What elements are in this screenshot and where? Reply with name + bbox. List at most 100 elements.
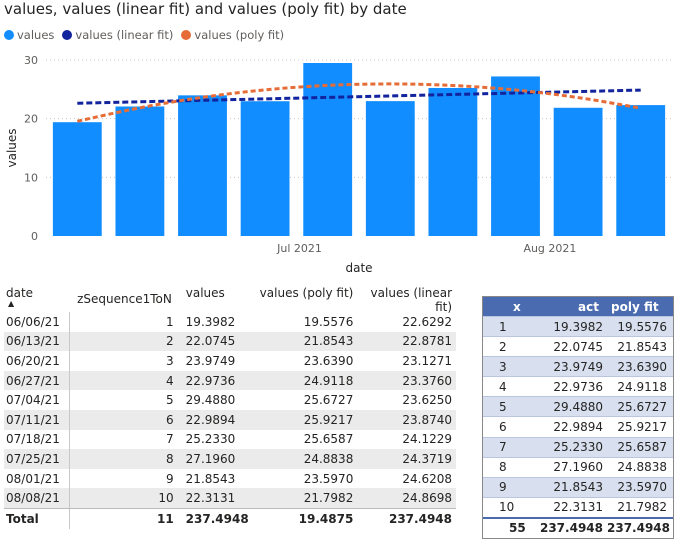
legend-item-linear-fit[interactable]: values (linear fit) bbox=[62, 28, 173, 42]
side-cell-act: 22.3131 bbox=[553, 500, 603, 515]
side-cell-x: 9 bbox=[499, 480, 507, 495]
table-row[interactable]: 06/06/21 1 19.3982 19.5576 22.6292 bbox=[4, 312, 456, 332]
side-table-row[interactable]: 8 27.1960 24.8838 bbox=[483, 456, 673, 477]
table-body: 06/06/21 1 19.3982 19.5576 22.6292 06/13/21 2 2… bbox=[4, 312, 456, 508]
table-row[interactable]: 06/13/21 2 22.0745 21.8543 22.8781 bbox=[4, 331, 456, 352]
total-sequence: 11 bbox=[69, 508, 178, 529]
side-table-row[interactable]: 7 25.2330 25.6587 bbox=[483, 436, 673, 457]
y-tick-label: 0 bbox=[31, 230, 38, 243]
legend-marker-linear-fit bbox=[62, 30, 73, 40]
cell-sequence: 10 bbox=[69, 488, 178, 508]
header-date-label: date bbox=[6, 286, 34, 300]
sort-ascending-icon[interactable]: ▲ bbox=[8, 299, 15, 308]
table-row[interactable]: 08/08/21 10 22.3131 21.7982 24.8698 bbox=[4, 488, 456, 508]
side-cell-x: 8 bbox=[499, 460, 507, 475]
side-total-poly-fit: 237.4948 bbox=[607, 521, 671, 536]
table-row[interactable]: 07/25/21 8 27.1960 24.8838 24.3719 bbox=[4, 449, 456, 469]
table-row[interactable]: 08/01/21 9 21.8543 23.5970 24.6208 bbox=[4, 468, 456, 489]
side-cell-poly-fit: 24.9118 bbox=[617, 379, 667, 394]
header-sequence[interactable]: zSequence1ToN bbox=[77, 292, 172, 306]
chart-title: values, values (linear fit) and values (… bbox=[4, 0, 407, 18]
cell-poly-fit: 25.6587 bbox=[303, 432, 354, 447]
cell-date: 08/08/21 bbox=[6, 491, 60, 506]
cell-values: 22.9736 bbox=[185, 373, 236, 388]
cell-date: 06/27/21 bbox=[6, 373, 60, 388]
cell-sequence: 3 bbox=[69, 351, 178, 371]
cell-date: 07/11/21 bbox=[6, 412, 60, 427]
side-cell-poly-fit: 19.5576 bbox=[617, 319, 667, 334]
y-tick-label: 20 bbox=[24, 113, 38, 126]
cell-linear-fit: 22.6292 bbox=[402, 314, 452, 329]
side-header-act[interactable]: act bbox=[578, 299, 599, 314]
cell-poly-fit: 24.8838 bbox=[303, 451, 354, 466]
side-total-act: 237.4948 bbox=[539, 521, 603, 536]
side-cell-poly-fit: 21.7982 bbox=[617, 500, 667, 515]
table-row[interactable]: 06/27/21 4 22.9736 24.9118 23.3760 bbox=[4, 370, 456, 391]
header-date[interactable]: date ▲ bbox=[4, 286, 69, 308]
cell-values: 23.9749 bbox=[185, 353, 236, 368]
side-cell-x: 6 bbox=[499, 420, 507, 435]
table-row[interactable]: 06/20/21 3 23.9749 23.6390 23.1271 bbox=[4, 351, 456, 371]
cell-values: 25.2330 bbox=[185, 432, 236, 447]
poly-fit-line bbox=[76, 82, 641, 123]
side-table-row[interactable]: 6 22.9894 25.9217 bbox=[483, 416, 673, 436]
side-cell-act: 27.1960 bbox=[553, 460, 603, 475]
x-axis-title: date bbox=[345, 261, 372, 275]
header-poly-fit[interactable]: values (poly fit) bbox=[259, 286, 354, 300]
bar bbox=[365, 101, 415, 237]
cell-poly-fit: 25.6727 bbox=[303, 393, 354, 408]
side-cell-poly-fit: 25.6587 bbox=[617, 440, 667, 455]
bar bbox=[553, 107, 603, 236]
cell-linear-fit: 23.1271 bbox=[402, 353, 452, 368]
bar bbox=[303, 63, 353, 237]
side-table-row[interactable]: 4 22.9736 24.9118 bbox=[483, 376, 673, 396]
cell-sequence: 7 bbox=[69, 429, 178, 450]
cell-date: 06/13/21 bbox=[6, 334, 60, 349]
table-row[interactable]: 07/11/21 6 22.9894 25.9217 23.8740 bbox=[4, 409, 456, 430]
side-table-row[interactable]: 2 22.0745 21.8543 bbox=[483, 336, 673, 356]
legend-marker-values bbox=[4, 30, 14, 40]
side-cell-x: 5 bbox=[499, 399, 507, 414]
cell-sequence: 1 bbox=[69, 312, 178, 332]
table-row[interactable]: 07/18/21 7 25.2330 25.6587 24.1229 bbox=[4, 429, 456, 450]
y-axis-title: values bbox=[5, 128, 19, 167]
cell-date: 06/20/21 bbox=[6, 353, 60, 368]
cell-linear-fit: 23.8740 bbox=[402, 412, 452, 427]
side-table-header: x act poly fit bbox=[483, 297, 673, 316]
side-table-row[interactable]: 3 23.9749 23.6390 bbox=[483, 356, 673, 377]
side-cell-x: 4 bbox=[499, 379, 507, 394]
side-cell-act: 29.4880 bbox=[553, 399, 603, 414]
side-header-x[interactable]: x bbox=[513, 299, 521, 314]
cell-date: 08/01/21 bbox=[6, 471, 60, 486]
cell-poly-fit: 23.6390 bbox=[303, 353, 354, 368]
side-cell-act: 25.2330 bbox=[553, 440, 603, 455]
table-header: date ▲ zSequence1ToN values values (poly… bbox=[4, 286, 456, 314]
legend-label-linear-fit: values (linear fit) bbox=[75, 28, 174, 42]
side-table-row[interactable]: 5 29.4880 25.6727 bbox=[483, 396, 673, 417]
cell-sequence: 6 bbox=[69, 409, 178, 430]
cell-values: 29.4880 bbox=[185, 393, 236, 408]
total-label: Total bbox=[6, 511, 39, 526]
table-row[interactable]: 07/04/21 5 29.4880 25.6727 23.6250 bbox=[4, 390, 456, 410]
side-header-poly-fit[interactable]: poly fit bbox=[611, 299, 659, 314]
total-linear-fit: 237.4948 bbox=[388, 511, 452, 526]
side-table-row[interactable]: 9 21.8543 23.5970 bbox=[483, 476, 673, 497]
header-values[interactable]: values bbox=[185, 286, 225, 300]
side-cell-act: 19.3982 bbox=[553, 319, 603, 334]
data-table: date ▲ zSequence1ToN values values (poly… bbox=[4, 286, 456, 529]
legend-item-poly-fit[interactable]: values (poly fit) bbox=[181, 28, 284, 42]
side-cell-act: 23.9749 bbox=[553, 359, 603, 374]
combo-chart: 0 10 20 30 Jul 2021 Aug 2021 date values bbox=[5, 54, 672, 275]
legend-item-values[interactable]: values bbox=[4, 28, 54, 42]
cell-values: 22.0745 bbox=[185, 334, 236, 349]
side-cell-poly-fit: 23.5970 bbox=[617, 480, 667, 495]
legend-label-values: values bbox=[17, 28, 55, 42]
side-table-row[interactable]: 10 22.3131 21.7982 bbox=[483, 496, 673, 517]
cell-linear-fit: 24.1229 bbox=[402, 432, 452, 447]
side-cell-act: 22.9736 bbox=[553, 379, 603, 394]
side-cell-poly-fit: 25.9217 bbox=[617, 420, 667, 435]
side-cell-act: 22.0745 bbox=[553, 339, 603, 354]
header-linear-fit[interactable]: values (linear fit) bbox=[370, 286, 453, 314]
cell-values: 27.1960 bbox=[185, 451, 236, 466]
side-table-row[interactable]: 1 19.3982 19.5576 bbox=[483, 316, 673, 337]
